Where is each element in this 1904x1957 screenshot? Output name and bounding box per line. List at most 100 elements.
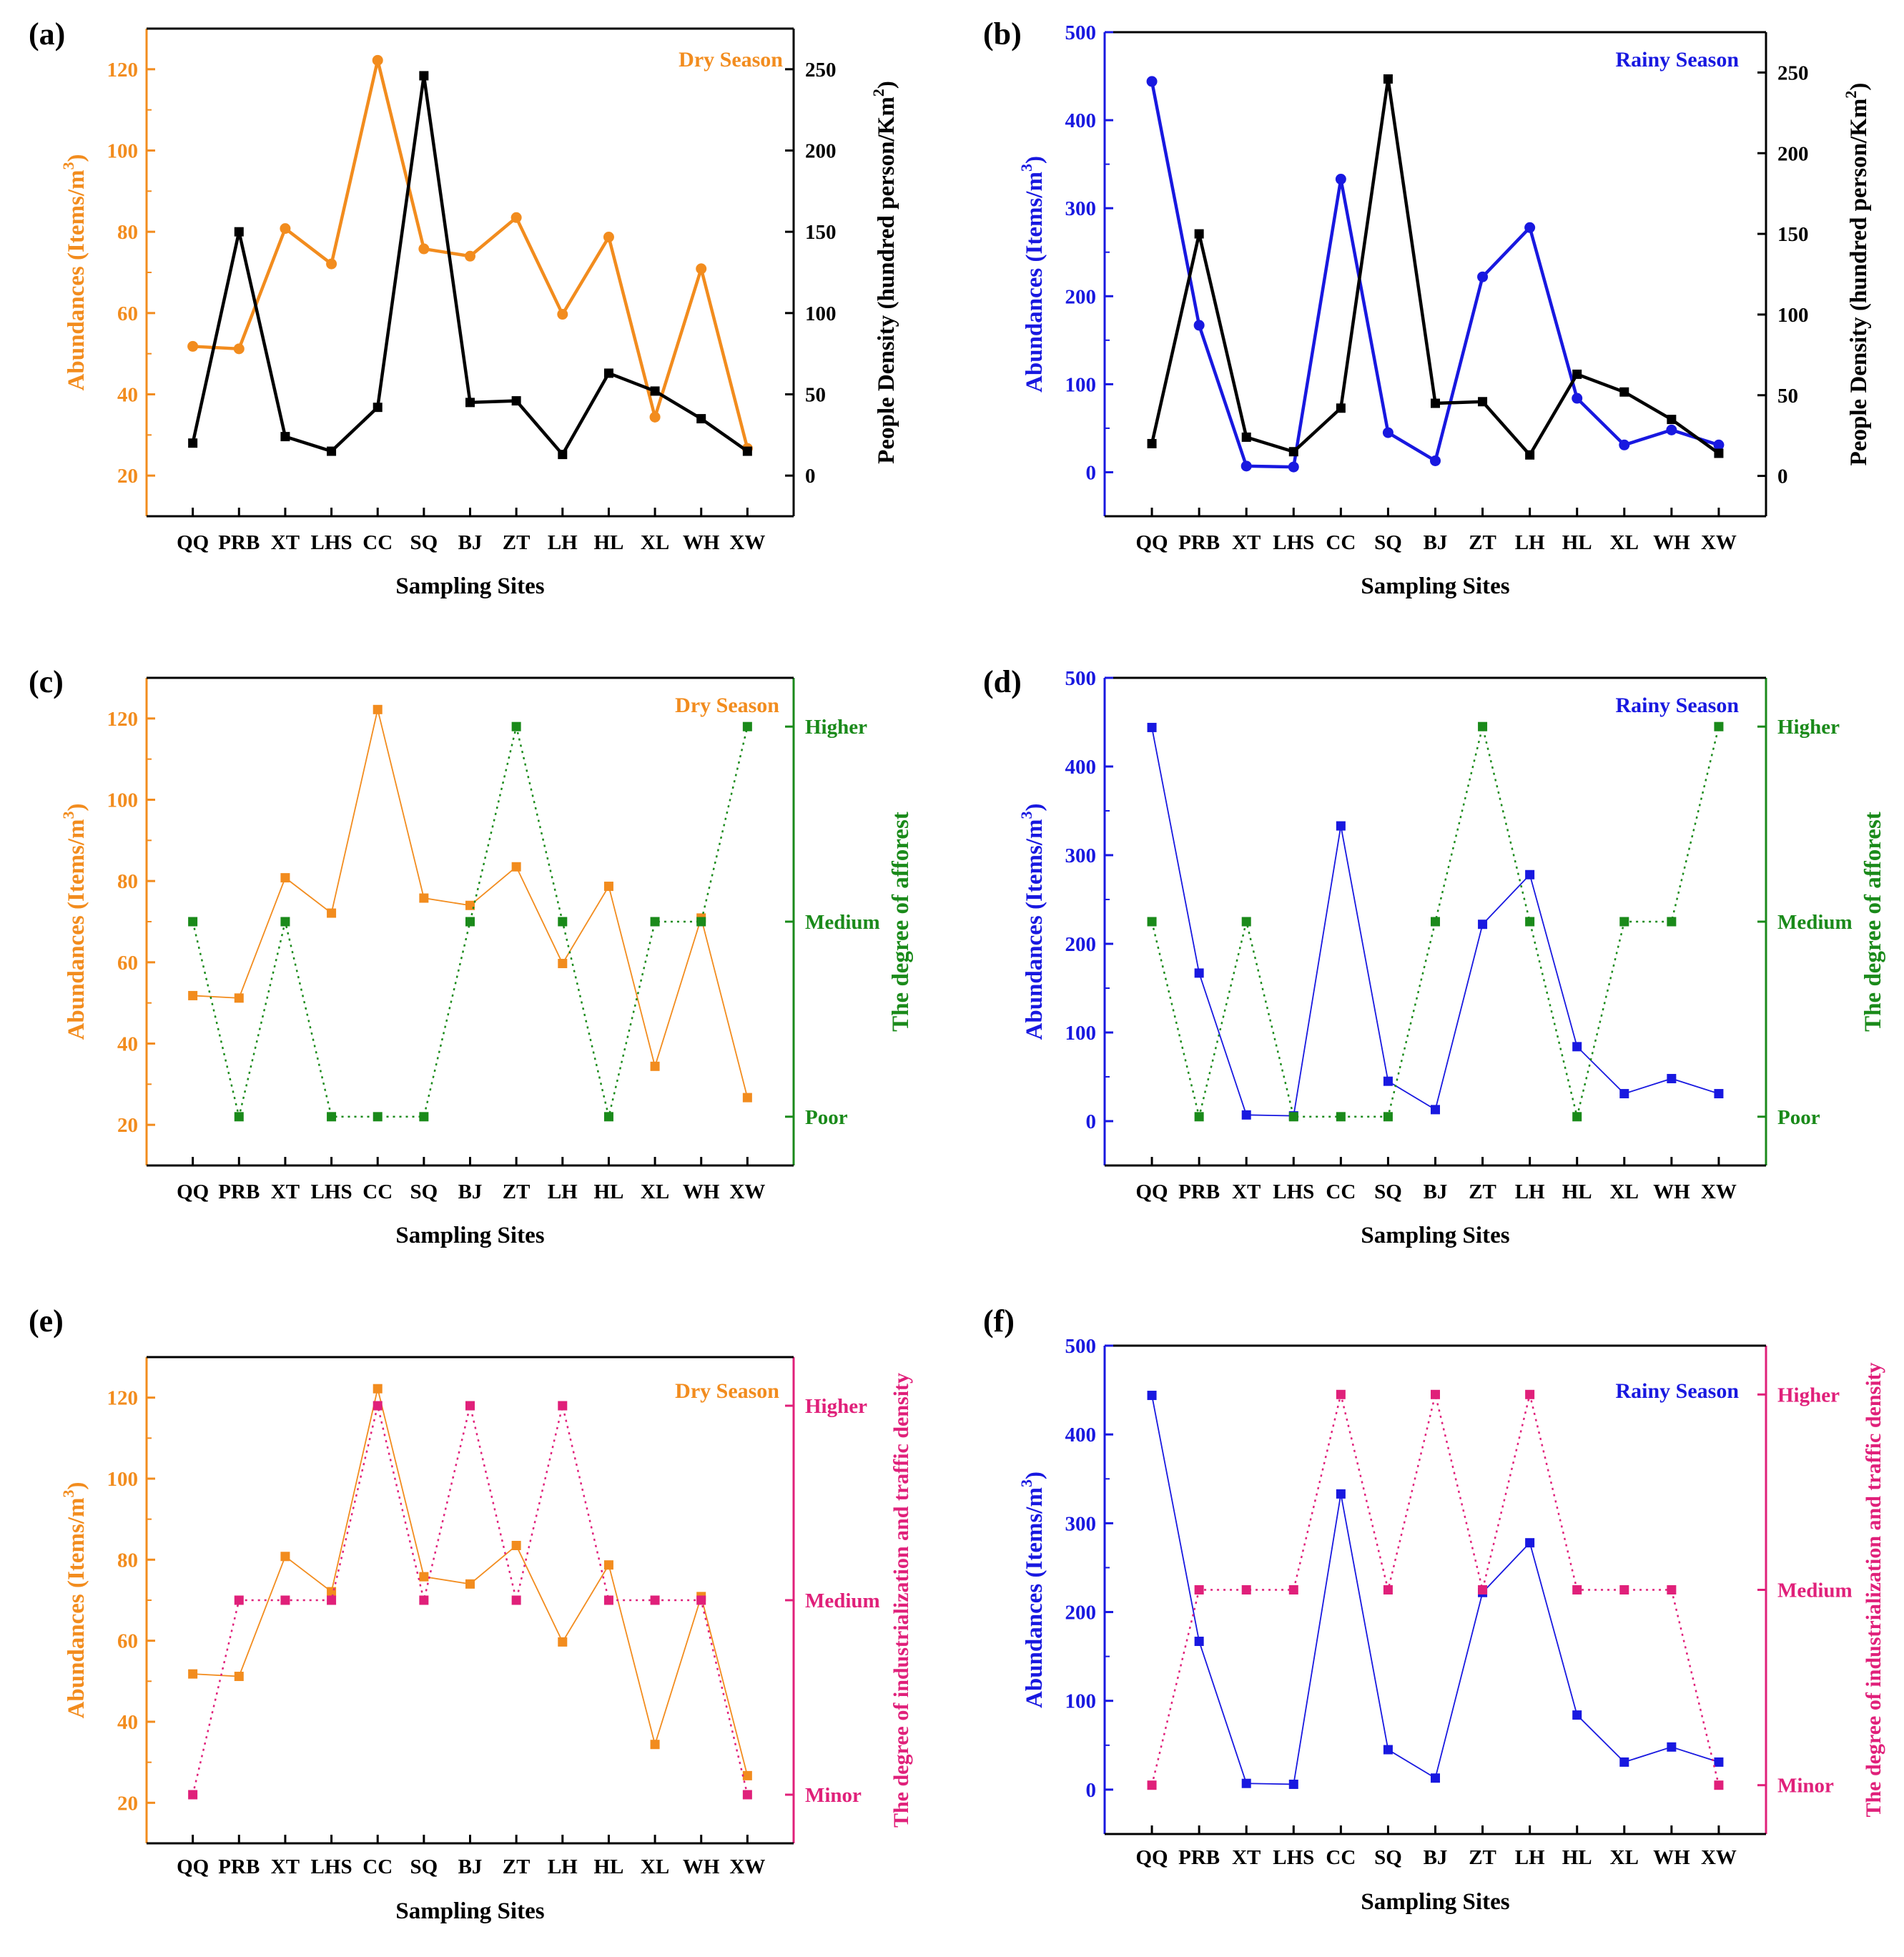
x-axis-label: Sampling Sites — [1361, 573, 1509, 599]
data-point — [1572, 1112, 1582, 1122]
series-line-secondary — [191, 75, 749, 458]
data-point — [327, 1112, 337, 1122]
data-point — [1382, 427, 1394, 438]
data-point — [650, 386, 660, 396]
x-tick-label: SQ — [1374, 1846, 1402, 1869]
x-tick-label: HL — [593, 1180, 623, 1203]
x-tick-label: BJ — [458, 531, 483, 554]
data-point — [742, 721, 752, 731]
right-tick-label: Minor — [805, 1784, 862, 1807]
x-tick-label: LHS — [1273, 531, 1314, 554]
left-tick-label: 40 — [117, 384, 138, 407]
right-tick-label: 150 — [805, 221, 837, 244]
x-tick-label: QQ — [177, 1180, 209, 1203]
data-point — [742, 1790, 752, 1800]
data-point — [1383, 1076, 1393, 1086]
data-point — [372, 54, 383, 66]
left-tick-label: 80 — [117, 870, 138, 893]
data-point — [188, 1790, 198, 1800]
data-point — [1714, 1089, 1724, 1099]
data-point — [1431, 398, 1440, 408]
left-tick-label: 60 — [117, 302, 138, 325]
x-tick-label: PRB — [218, 1180, 260, 1203]
left-axis-label: Abundances (Items/m3) — [1017, 804, 1047, 1040]
right-tick-label: Poor — [805, 1106, 848, 1129]
data-point — [373, 1384, 383, 1394]
x-tick-label: PRB — [1178, 1180, 1220, 1203]
x-tick-label: XT — [1232, 1846, 1261, 1869]
left-tick-label: 120 — [107, 1387, 139, 1410]
left-tick-label: 200 — [1065, 933, 1097, 956]
data-point — [1288, 447, 1298, 457]
data-point — [1667, 1073, 1677, 1083]
x-tick-label: XL — [1610, 531, 1639, 554]
right-tick-label: Higher — [1777, 716, 1840, 739]
x-tick-label: SQ — [410, 1855, 438, 1878]
data-point — [650, 917, 660, 927]
data-point — [280, 223, 291, 235]
data-point — [1572, 1585, 1582, 1594]
x-tick-label: LH — [548, 1855, 578, 1878]
x-tick-label: WH — [683, 531, 720, 554]
data-point — [465, 250, 475, 262]
right-tick-label: Medium — [1777, 911, 1853, 934]
data-point — [1147, 722, 1157, 732]
data-point — [327, 908, 337, 918]
data-point — [1572, 1042, 1582, 1052]
left-tick-label: 400 — [1065, 1424, 1097, 1446]
right-tick-label: 250 — [805, 59, 837, 82]
data-point — [465, 1401, 475, 1411]
x-tick-label: SQ — [410, 1180, 438, 1203]
data-point — [1241, 1778, 1251, 1788]
season-title: Rainy Season — [1615, 1379, 1739, 1403]
left-tick-label: 500 — [1065, 667, 1097, 690]
left-tick-label: 80 — [117, 1549, 138, 1572]
data-point — [603, 1112, 613, 1122]
data-point — [1241, 917, 1251, 927]
right-tick-label: Medium — [805, 1589, 880, 1612]
panel-c: (c) 20 40 60 80 100 120 Poor Medium Higher QQ PRB XT… — [29, 664, 914, 1248]
series-line-secondary — [192, 1405, 749, 1795]
panel-tag: (c) — [29, 664, 64, 699]
x-tick-label: WH — [683, 1180, 720, 1203]
x-tick-label: SQ — [1374, 1180, 1402, 1203]
data-point — [233, 343, 245, 355]
left-tick-label: 200 — [1065, 285, 1097, 308]
x-tick-label: WH — [1653, 1180, 1690, 1203]
x-tick-label: PRB — [1178, 1846, 1220, 1869]
x-tick-label: QQ — [177, 531, 209, 554]
x-tick-label: XL — [1610, 1846, 1639, 1869]
left-tick-label: 100 — [1065, 373, 1097, 396]
data-point — [603, 1560, 613, 1570]
data-point — [742, 1093, 752, 1103]
data-point — [1667, 1742, 1677, 1752]
right-tick-label: 250 — [1777, 61, 1809, 84]
right-tick-label: Poor — [1777, 1106, 1820, 1129]
right-tick-label: 0 — [805, 465, 816, 488]
x-tick-label: LHS — [1273, 1846, 1314, 1869]
data-point — [419, 1112, 429, 1122]
x-tick-label: CC — [362, 1180, 393, 1203]
data-point — [1525, 1538, 1535, 1548]
left-tick-label: 40 — [117, 1711, 138, 1734]
x-tick-label: ZT — [503, 1180, 531, 1203]
x-axis-label: Sampling Sites — [395, 1898, 544, 1924]
data-point — [511, 1595, 521, 1605]
data-point — [1431, 1389, 1440, 1399]
data-point — [1241, 1585, 1251, 1594]
data-point — [1147, 917, 1157, 927]
left-tick-label: 80 — [117, 221, 138, 244]
data-point — [558, 450, 568, 460]
data-point — [1241, 1110, 1251, 1120]
series-line-secondary — [1150, 79, 1720, 458]
data-point — [1572, 393, 1583, 404]
data-point — [1194, 968, 1204, 978]
data-point — [1667, 1585, 1677, 1594]
right-tick-label: Minor — [1777, 1775, 1834, 1798]
data-point — [418, 243, 430, 255]
data-point — [1525, 917, 1535, 927]
x-tick-label: XW — [729, 1855, 765, 1878]
data-point — [280, 1552, 290, 1562]
data-point — [188, 990, 198, 1000]
